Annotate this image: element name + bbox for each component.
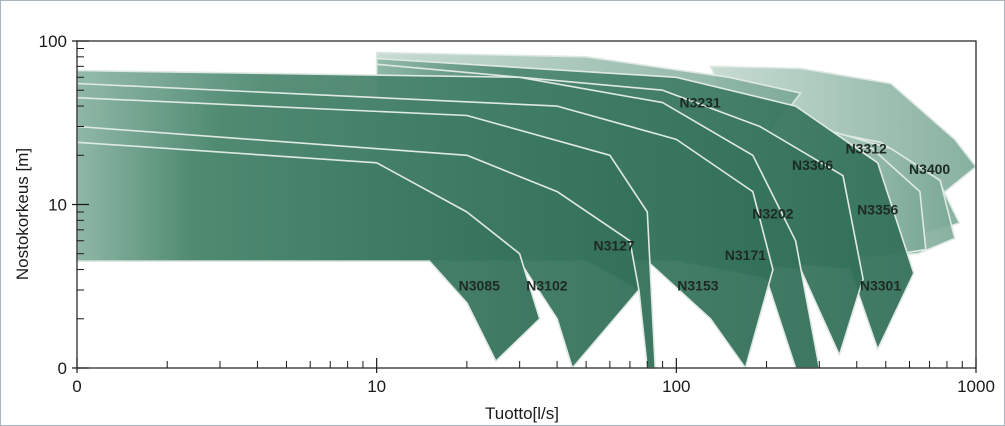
y-tick-label: 0: [58, 359, 67, 378]
label-n3171: N3171: [725, 247, 766, 263]
y-axis-title: Nostokorkeus [m]: [13, 148, 32, 280]
label-n3102: N3102: [526, 277, 567, 293]
y-tick-label: 100: [39, 32, 67, 51]
label-n3231: N3231: [679, 95, 720, 111]
model-labels: N3231 N3312 N3306 N3400 N3356 N3202 N3171 N3127…: [459, 95, 951, 294]
pump-curve-areas: [76, 51, 977, 369]
pump-area-n3085: [76, 141, 541, 362]
x-axis-title: Tuotto[l/s]: [485, 404, 559, 423]
y-tick-label: 10: [48, 196, 67, 215]
label-n3202: N3202: [752, 206, 793, 222]
label-n3400: N3400: [909, 161, 950, 177]
x-tick-label: 0: [72, 377, 81, 396]
axes: 0 10 100 1000 0 10 100: [39, 32, 995, 396]
label-n3153: N3153: [677, 277, 718, 293]
x-tick-label: 100: [662, 377, 690, 396]
x-tick-label: 10: [367, 377, 386, 396]
label-n3312: N3312: [846, 141, 887, 157]
label-n3356: N3356: [857, 202, 898, 218]
label-n3127: N3127: [593, 238, 634, 254]
label-n3301: N3301: [860, 277, 901, 293]
label-n3085: N3085: [459, 277, 500, 293]
x-tick-label: 1000: [957, 377, 995, 396]
label-n3306: N3306: [792, 157, 833, 173]
